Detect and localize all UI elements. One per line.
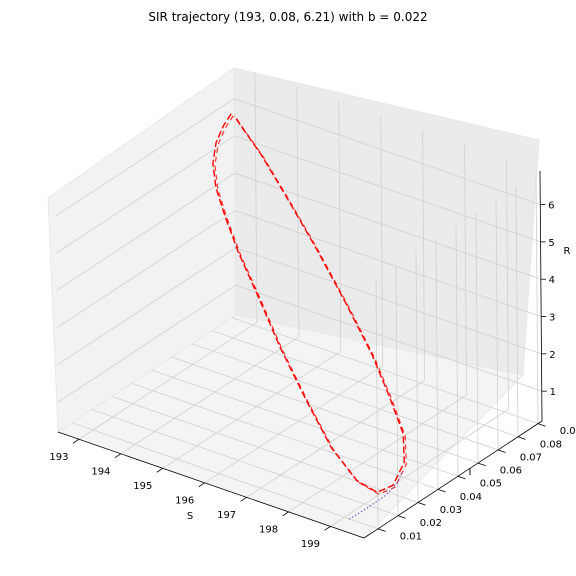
y-tick-mark (378, 529, 386, 532)
y-axis-label: I (469, 467, 472, 478)
x-tick-mark (157, 468, 163, 472)
x-axis-label: S (187, 511, 193, 522)
y-tick-mark (398, 516, 406, 519)
x-tick-mark (73, 439, 79, 443)
y-tick-label: 0.04 (460, 492, 482, 503)
x-tick-label: 197 (217, 510, 236, 521)
x-tick-label: 196 (175, 495, 194, 506)
y-tick-label: 0.02 (420, 518, 442, 529)
z-tick-label: 5 (548, 238, 554, 249)
x-tick-label: 193 (49, 452, 68, 463)
z-axis-label: R (564, 246, 571, 257)
y-tick-label: 0.03 (440, 505, 462, 516)
y-tick-label: 0.06 (500, 466, 522, 477)
x-tick-mark (199, 483, 205, 487)
x-tick-label: 199 (301, 539, 320, 550)
chart-title: SIR trajectory (193, 0.08, 6.21) with b … (148, 10, 427, 24)
z-tick-label: 2 (549, 350, 555, 361)
y-tick-label: 0.01 (400, 531, 422, 542)
x-tick-label: 195 (133, 481, 152, 492)
z-tick-label: 6 (548, 201, 554, 212)
y-tick-mark (498, 450, 506, 453)
z-tick-label: 3 (549, 313, 555, 324)
y-tick-mark (538, 424, 546, 427)
y-tick-mark (518, 437, 526, 440)
x-tick-label: 198 (259, 524, 278, 535)
y-tick-mark (438, 489, 446, 492)
y-tick-label: 0.09 (560, 426, 576, 437)
z-tick-label: 4 (549, 275, 555, 286)
y-tick-label: 0.07 (520, 452, 542, 463)
x-tick-label: 194 (91, 466, 110, 477)
y-tick-mark (478, 463, 486, 466)
y-tick-label: 0.08 (540, 439, 562, 450)
back-panes (48, 68, 539, 538)
x-tick-mark (324, 526, 330, 530)
x-tick-mark (115, 454, 121, 458)
y-tick-mark (418, 503, 426, 506)
z-tick-label: 1 (550, 387, 556, 398)
z-axis-line (540, 171, 542, 421)
x-tick-mark (283, 512, 289, 516)
y-tick-mark (458, 476, 466, 479)
x-tick-mark (241, 497, 247, 501)
y-tick-label: 0.05 (480, 479, 502, 490)
